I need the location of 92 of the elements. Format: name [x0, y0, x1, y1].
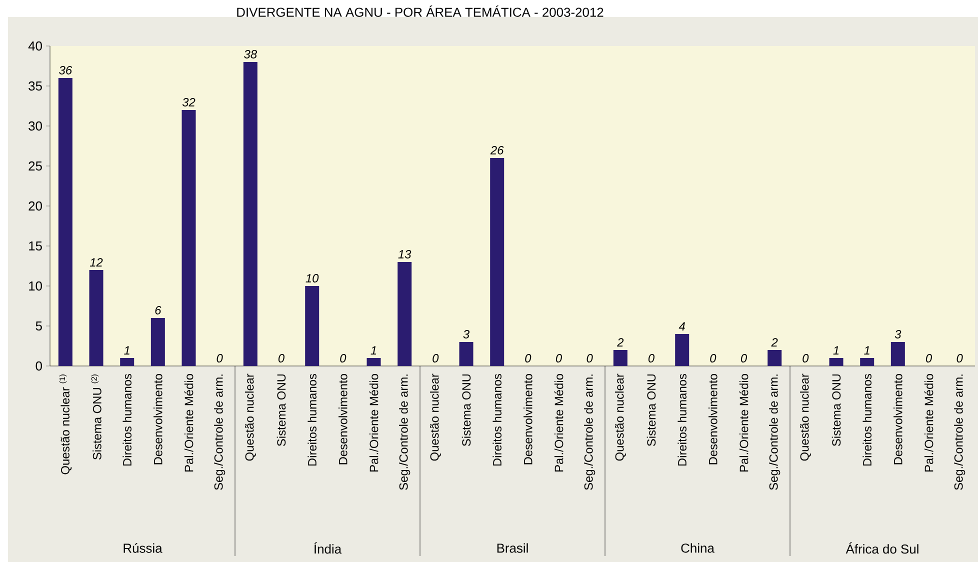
data-label: 0: [710, 354, 716, 362]
data-label: 4: [678, 322, 685, 330]
data-label: 1: [124, 346, 130, 354]
x-tick-label: Sistema ONU: [832, 374, 841, 446]
data-label: 26: [490, 146, 504, 154]
bar: [243, 62, 258, 366]
y-tick-label: 25: [28, 161, 42, 171]
data-label: 1: [864, 346, 870, 354]
data-label: 0: [525, 354, 532, 362]
x-tick-label: Sistema ONU $^{(2)}$: [91, 374, 102, 460]
data-label: 38: [244, 50, 258, 58]
x-tick-label: Desenvolvimento: [338, 374, 348, 464]
bar: [860, 358, 874, 366]
x-tick-label: Pal./Oriente Médio: [554, 374, 564, 472]
y-tick-label: 30: [28, 121, 42, 131]
text: África do Sul: [846, 542, 918, 554]
bar: [890, 342, 905, 366]
data-label: 0: [956, 354, 963, 362]
x-tick-label: Direitos humanos: [492, 374, 502, 466]
x-tick-label: Pal./Oriente Médio: [739, 374, 748, 472]
x-tick-label: Seg./Controle de arm.: [769, 374, 780, 490]
x-tick-label: Seg./Controle de arm.: [399, 374, 410, 490]
x-tick-label: Direitos humanos: [122, 374, 132, 466]
y-tick-label: 40: [28, 41, 42, 51]
data-label: 3: [463, 330, 470, 338]
x-tick-label: Seg./Controle de arm.: [584, 374, 596, 490]
data-label: 0: [278, 354, 284, 362]
bar: [366, 358, 381, 366]
data-label: 36: [59, 66, 72, 74]
data-label: 2: [771, 338, 778, 346]
bar: [120, 358, 134, 366]
data-label: 0: [586, 354, 593, 362]
data-label: 2: [617, 338, 624, 346]
bar: [305, 286, 320, 366]
x-tick-label: Sistema ONU: [646, 374, 656, 446]
x-tick-label: Sistema ONU: [276, 374, 286, 446]
text: Brasil: [497, 543, 528, 553]
data-label: 0: [340, 354, 346, 362]
data-label: 13: [398, 250, 412, 258]
y-tick-label: 10: [29, 281, 42, 291]
data-label: 0: [926, 354, 932, 362]
data-label: 0: [740, 354, 747, 362]
y-tick-label: 5: [36, 321, 42, 331]
bar: [150, 318, 165, 366]
x-tick-label: Sistema ONU: [462, 374, 471, 446]
x-tick-label: Direitos humanos: [308, 374, 316, 466]
data-label: 1: [833, 346, 839, 354]
x-tick-label: Pal./Oriente Médio: [184, 374, 194, 472]
bar: [58, 78, 72, 366]
bar: [768, 350, 782, 366]
data-label: 6: [155, 306, 162, 314]
text: Rússia: [124, 543, 162, 553]
data-label: 0: [216, 354, 223, 362]
y-tick-label: 20: [28, 201, 42, 211]
x-tick-label: Direitos humanos: [862, 374, 872, 466]
x-tick-label: Pal./Oriente Médio: [369, 374, 378, 472]
x-tick-label: Questão nuclear: [430, 374, 441, 461]
x-tick-label: Seg./Controle de arm.: [214, 374, 226, 490]
x-tick-label: Desenvolvimento: [154, 374, 162, 464]
chart-title: DIVERGENTE NA AGNU - POR ÁREA TEMÁTICA - 2003-2012: [237, 6, 604, 17]
data-label: 0: [648, 354, 654, 362]
bar: [459, 342, 474, 366]
x-tick-label: Direitos humanos: [678, 374, 686, 466]
x-tick-label: Seg./Controle de arm.: [954, 374, 966, 490]
x-tick-label: Questão nuclear: [614, 374, 626, 461]
data-label: 10: [306, 274, 319, 282]
data-label: 32: [182, 98, 196, 106]
x-tick-label: Desenvolvimento: [708, 374, 718, 464]
y-tick-label: 15: [29, 241, 42, 251]
bar: [829, 358, 844, 366]
data-label: 0: [556, 354, 562, 362]
x-tick-label: Questão nuclear: [800, 374, 811, 461]
bar: [89, 270, 104, 366]
bar: [182, 110, 196, 366]
x-tick-label: Pal./Oriente Médio: [924, 374, 934, 472]
bar: [613, 350, 628, 366]
data-label: 12: [90, 258, 103, 266]
y-tick-label: 0: [36, 361, 42, 371]
x-tick-label: Desenvolvimento: [524, 374, 532, 464]
y-tick-label: 35: [28, 81, 42, 91]
text: China: [681, 543, 714, 553]
bar: [490, 158, 504, 366]
bar: [675, 334, 690, 366]
text: Índia: [314, 542, 342, 554]
x-tick-label: Desenvolvimento: [894, 374, 902, 464]
data-label: 3: [894, 330, 902, 338]
data-label: 1: [370, 346, 376, 354]
x-tick-label: Questão nuclear: [244, 374, 256, 461]
data-label: 0: [432, 354, 439, 362]
x-tick-label: Questão nuclear $^{(1)}$: [59, 374, 72, 474]
data-label: 0: [802, 354, 809, 362]
bar: [398, 262, 412, 366]
